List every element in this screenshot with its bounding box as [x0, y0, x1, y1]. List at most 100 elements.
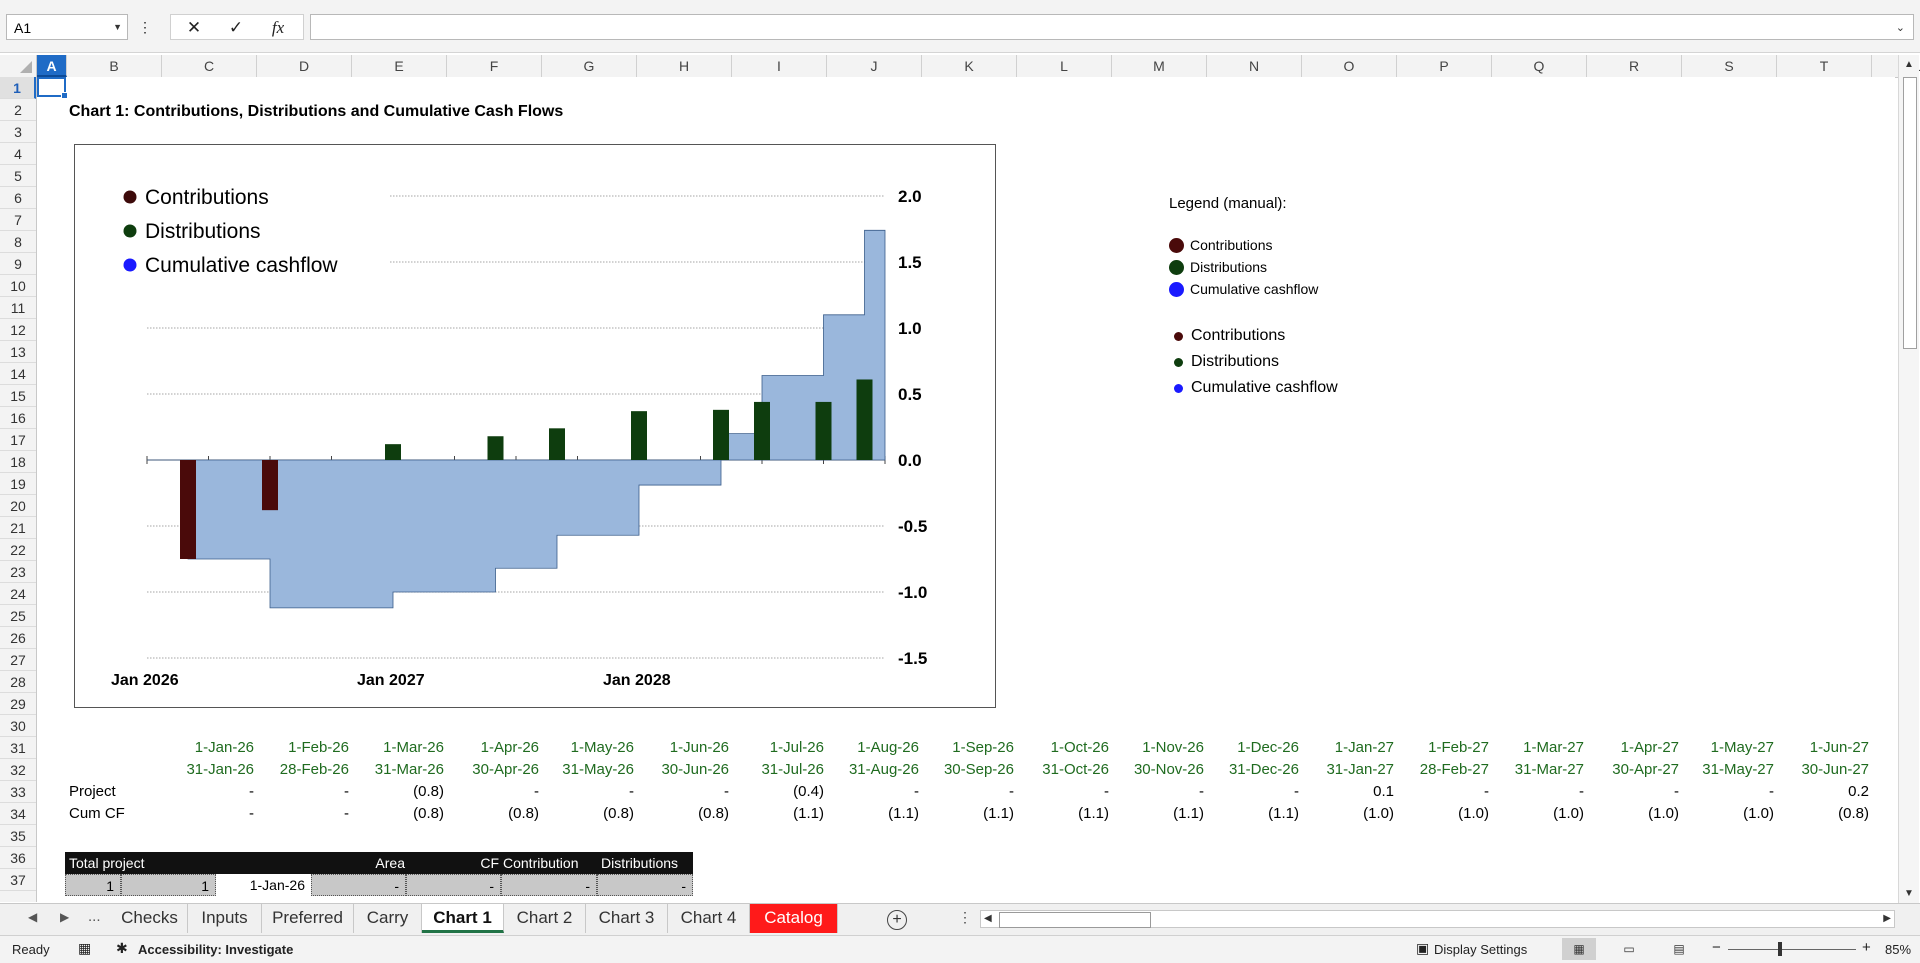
prev-sheet-icon[interactable]: ◀	[28, 910, 38, 924]
row-header-33[interactable]: 33	[0, 781, 36, 803]
cell-mode-icon[interactable]: ▦	[78, 940, 92, 956]
cumcf-value-cell[interactable]: (1.1)	[888, 805, 919, 822]
column-header-b[interactable]: B	[67, 55, 162, 77]
project-value-cell[interactable]: 0.1	[1373, 783, 1394, 800]
zoom-level[interactable]: 85%	[1885, 942, 1912, 957]
date-end-cell[interactable]: 31-May-27	[1702, 761, 1774, 778]
row-header-3[interactable]: 3	[0, 121, 36, 143]
vertical-scroll-thumb[interactable]	[1903, 77, 1917, 349]
page-break-view-icon[interactable]: ▤	[1673, 942, 1685, 956]
accessibility-icon[interactable]: ✱	[116, 940, 128, 956]
project-value-cell[interactable]: -	[1769, 783, 1774, 800]
tab-chart-1[interactable]: Chart 1	[422, 904, 504, 933]
select-all-button[interactable]	[0, 55, 37, 77]
row-header-22[interactable]: 22	[0, 539, 36, 561]
project-value-cell[interactable]: 0.2	[1848, 783, 1869, 800]
project-value-cell[interactable]: -	[1199, 783, 1204, 800]
cumcf-value-cell[interactable]: (1.0)	[1743, 805, 1774, 822]
date-start-cell[interactable]: 1-Feb-26	[288, 739, 349, 756]
row-header-25[interactable]: 25	[0, 605, 36, 627]
cumcf-value-cell[interactable]: -	[249, 805, 254, 822]
row-header-15[interactable]: 15	[0, 385, 36, 407]
project-value-cell[interactable]: -	[249, 783, 254, 800]
date-start-cell[interactable]: 1-Mar-27	[1523, 739, 1584, 756]
row-header-13[interactable]: 13	[0, 341, 36, 363]
column-header-h[interactable]: H	[637, 55, 732, 77]
cumcf-value-cell[interactable]: (1.0)	[1648, 805, 1679, 822]
date-end-cell[interactable]: 28-Feb-27	[1419, 761, 1489, 778]
date-start-cell[interactable]: 1-May-26	[570, 739, 634, 756]
formula-input[interactable]: ⌄	[310, 14, 1914, 40]
column-header-j[interactable]: J	[827, 55, 922, 77]
scroll-down-icon[interactable]: ▼	[1904, 888, 1914, 899]
cumcf-value-cell[interactable]: (1.1)	[983, 805, 1014, 822]
project-value-cell[interactable]: -	[1009, 783, 1014, 800]
zoom-slider-handle[interactable]	[1778, 942, 1782, 956]
table-cell[interactable]: -	[311, 874, 406, 896]
date-start-cell[interactable]: 1-Jun-26	[669, 739, 729, 756]
row-header-19[interactable]: 19	[0, 473, 36, 495]
row-header-18[interactable]: 18	[0, 451, 36, 473]
column-header-d[interactable]: D	[257, 55, 352, 77]
display-settings-icon[interactable]: ▣	[1416, 940, 1430, 956]
column-header-n[interactable]: N	[1207, 55, 1302, 77]
project-value-cell[interactable]: -	[629, 783, 634, 800]
row-header-20[interactable]: 20	[0, 495, 36, 517]
cumcf-value-cell[interactable]: (1.1)	[1078, 805, 1109, 822]
name-box[interactable]: A1 ▼	[6, 14, 128, 40]
table-cell[interactable]: 1	[121, 874, 216, 896]
row-header-8[interactable]: 8	[0, 231, 36, 253]
cancel-icon[interactable]: ✕	[186, 18, 202, 37]
date-end-cell[interactable]: 31-Aug-26	[848, 761, 919, 778]
row-header-32[interactable]: 32	[0, 759, 36, 781]
scroll-left-icon[interactable]: ◀	[984, 913, 992, 924]
row-header-4[interactable]: 4	[0, 143, 36, 165]
table-cell[interactable]: -	[501, 874, 597, 896]
column-header-m[interactable]: M	[1112, 55, 1207, 77]
tab-catalog[interactable]: Catalog	[750, 904, 838, 933]
date-end-cell[interactable]: 31-Jan-27	[1326, 761, 1394, 778]
cumcf-value-cell[interactable]: -	[344, 805, 349, 822]
row-header-36[interactable]: 36	[0, 847, 36, 869]
project-value-cell[interactable]: (0.4)	[793, 783, 824, 800]
tab-preferred[interactable]: Preferred	[262, 904, 354, 933]
date-start-cell[interactable]: 1-Nov-26	[1142, 739, 1204, 756]
worksheet-grid[interactable]: Chart 1: Contributions, Distributions an…	[37, 77, 1895, 902]
row-header-31[interactable]: 31	[0, 737, 36, 759]
row-header-6[interactable]: 6	[0, 187, 36, 209]
cumcf-value-cell[interactable]: (0.8)	[508, 805, 539, 822]
project-value-cell[interactable]: -	[914, 783, 919, 800]
date-end-cell[interactable]: 30-Nov-26	[1133, 761, 1204, 778]
column-header-p[interactable]: P	[1397, 55, 1492, 77]
column-header-e[interactable]: E	[352, 55, 447, 77]
tab-chart-3[interactable]: Chart 3	[586, 904, 668, 933]
insert-function-icon[interactable]: fx	[271, 18, 285, 37]
next-sheet-icon[interactable]: ▶	[60, 910, 70, 924]
cumcf-value-cell[interactable]: (1.1)	[793, 805, 824, 822]
expand-formula-icon[interactable]: ⌄	[1895, 22, 1905, 34]
row-header-29[interactable]: 29	[0, 693, 36, 715]
display-settings-button[interactable]: Display Settings	[1434, 942, 1528, 957]
row-header-7[interactable]: 7	[0, 209, 36, 231]
normal-view-icon[interactable]: ▦	[1562, 938, 1596, 960]
table-cell[interactable]: 1	[65, 874, 121, 896]
tab-carry[interactable]: Carry	[354, 904, 422, 933]
enter-icon[interactable]: ✓	[228, 18, 244, 37]
zoom-out-button[interactable]: −	[1712, 939, 1721, 956]
cumcf-value-cell[interactable]: (0.8)	[1838, 805, 1869, 822]
date-start-cell[interactable]: 1-Dec-26	[1237, 739, 1299, 756]
row-header-10[interactable]: 10	[0, 275, 36, 297]
project-label[interactable]: Project	[69, 783, 116, 800]
date-end-cell[interactable]: 31-Jul-26	[761, 761, 824, 778]
cumcf-value-cell[interactable]: (1.0)	[1553, 805, 1584, 822]
tab-options-icon[interactable]: ⋮	[958, 909, 972, 925]
column-header-s[interactable]: S	[1682, 55, 1777, 77]
row-header-37[interactable]: 37	[0, 869, 36, 891]
project-value-cell[interactable]: -	[1294, 783, 1299, 800]
row-header-16[interactable]: 16	[0, 407, 36, 429]
zoom-slider[interactable]	[1728, 949, 1856, 950]
cumcf-value-cell[interactable]: (1.1)	[1173, 805, 1204, 822]
project-value-cell[interactable]: -	[1484, 783, 1489, 800]
cumcf-value-cell[interactable]: (1.1)	[1268, 805, 1299, 822]
date-start-cell[interactable]: 1-Aug-26	[857, 739, 919, 756]
